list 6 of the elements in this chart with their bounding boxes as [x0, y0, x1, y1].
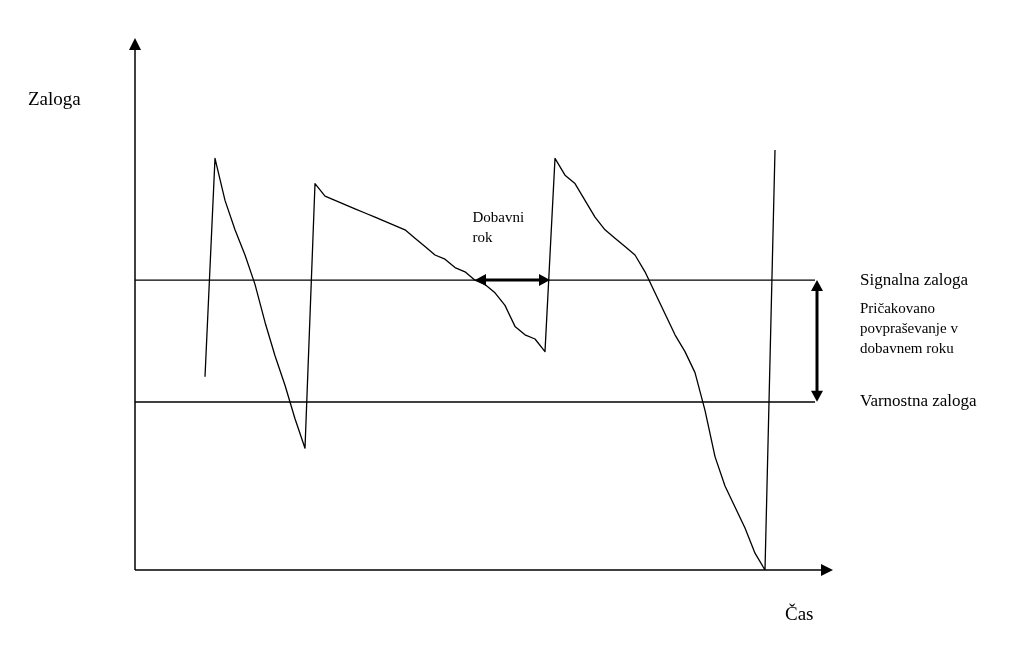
text: Pričakovano povpraševanje v dobavnem roku [860, 300, 959, 357]
annotation: Dobavni rok [472, 209, 525, 246]
ref-line-label: Signalna zaloga [860, 269, 969, 289]
x-axis-title: Čas [785, 602, 814, 624]
ref-line-label: Varnostna zaloga [860, 391, 978, 411]
y-axis-title: Zaloga [28, 87, 82, 109]
